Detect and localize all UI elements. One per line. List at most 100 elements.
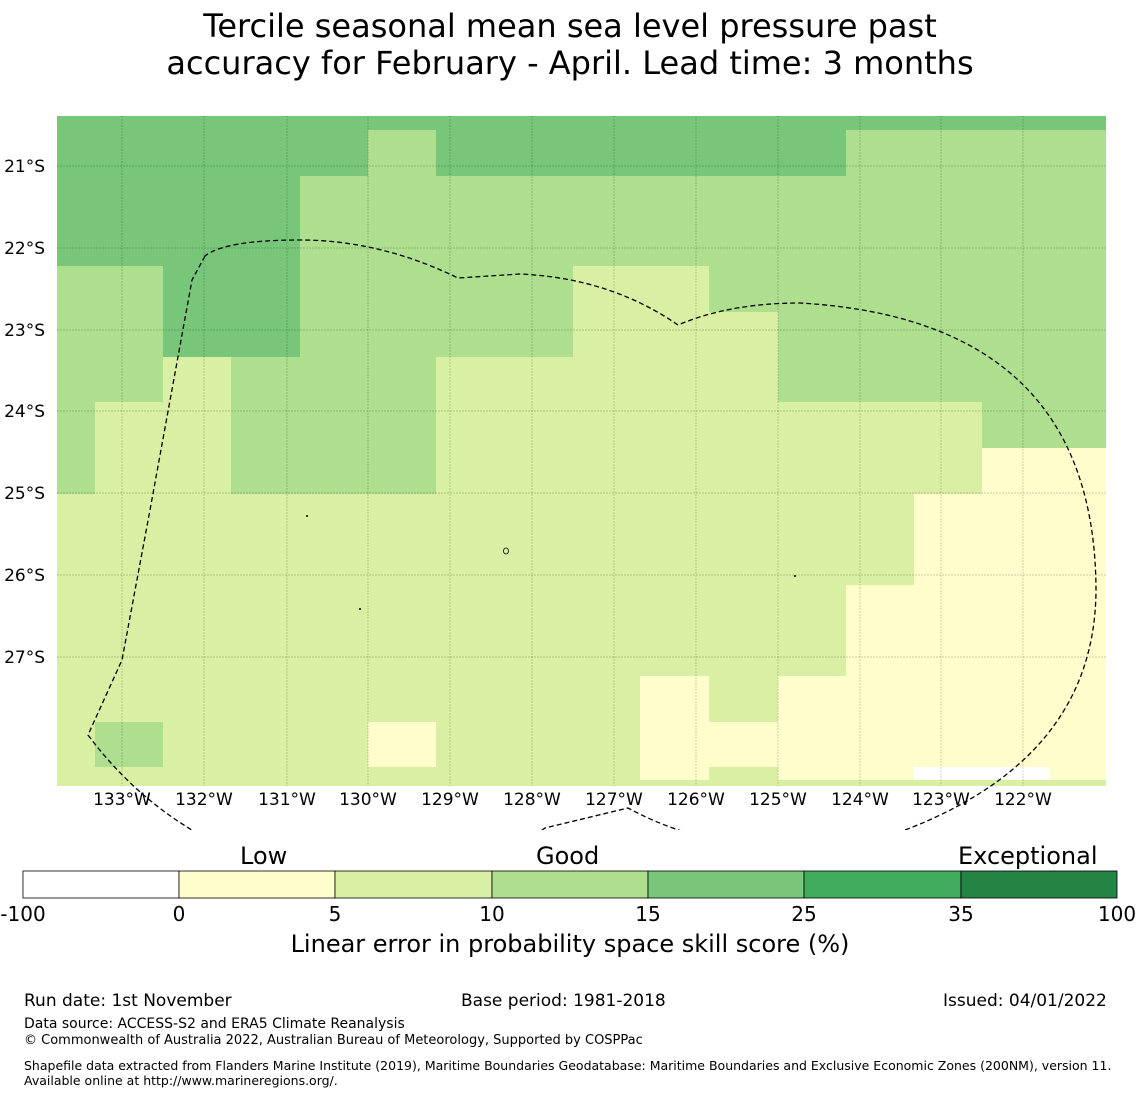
- eez-boundary: [87, 239, 1097, 830]
- skill-cell: [914, 402, 982, 448]
- colorbar-category-exceptional: Exceptional: [958, 842, 1098, 870]
- skill-cell: [914, 767, 1050, 780]
- skill-cell: [573, 266, 709, 357]
- skill-grid-cells: [57, 116, 1106, 786]
- skill-cell: [709, 266, 778, 312]
- skill-cell: [368, 130, 436, 176]
- skill-cell: [57, 494, 914, 585]
- skill-cell: [231, 312, 300, 357]
- skill-cell: [709, 312, 778, 357]
- longitude-label: 126°W: [667, 790, 725, 810]
- skill-cell: [231, 357, 436, 494]
- colorbar-tick: 25: [791, 902, 817, 926]
- colorbar-swatch: [178, 870, 336, 899]
- skill-cell: [95, 722, 163, 767]
- island: [794, 575, 796, 577]
- skill-score-map: 21°S22°S23°S24°S25°S26°S27°S 133°W 132°W 1…: [4, 116, 1106, 830]
- latitude-label: 27°S: [4, 648, 45, 668]
- island: [359, 608, 361, 610]
- skill-cell: [778, 402, 914, 494]
- skill-cell: [914, 540, 982, 585]
- island: [306, 515, 308, 517]
- colorbar-swatch: [22, 870, 180, 899]
- base-period: Base period: 1981-2018: [461, 991, 666, 1011]
- map-gridlines: [57, 116, 1106, 786]
- skill-cell: [436, 130, 778, 176]
- longitude-label: 133°W: [93, 790, 151, 810]
- skill-cell: [982, 402, 1106, 448]
- longitude-label: 128°W: [503, 790, 561, 810]
- title-line-1: Tercile seasonal mean sea level pressure…: [203, 7, 937, 45]
- latitude-labels: 21°S 22°S 23°S 24°S 25°S 26°S 27°S: [4, 157, 45, 668]
- latitude-label: 26°S: [4, 566, 45, 586]
- skill-cell: [914, 357, 1106, 402]
- skill-cell: [982, 494, 1106, 585]
- colorbar-tick: 15: [635, 902, 661, 926]
- colorbar-swatch: [960, 870, 1118, 899]
- skill-cell: [846, 585, 914, 676]
- skill-cell: [914, 494, 982, 540]
- copyright: © Commonwealth of Australia 2022, Austra…: [24, 1033, 643, 1048]
- run-date: Run date: 1st November: [24, 991, 232, 1011]
- longitude-label: 125°W: [749, 790, 807, 810]
- skill-cell: [300, 266, 573, 357]
- longitude-label: 123°W: [912, 790, 970, 810]
- chart-title: Tercile seasonal mean sea level pressure…: [0, 8, 1140, 82]
- colorbar-tick: 0: [172, 902, 186, 926]
- issued-date: Issued: 04/01/2022: [943, 991, 1107, 1011]
- islands: [306, 515, 796, 610]
- longitude-label: 124°W: [831, 790, 889, 810]
- colorbar-swatch: [491, 870, 649, 899]
- skill-cell: [57, 116, 1106, 130]
- skill-cell: [640, 676, 709, 780]
- data-source: Data source: ACCESS-S2 and ERA5 Climate …: [24, 1016, 405, 1032]
- skill-cell: [709, 767, 778, 780]
- skill-cell: [57, 585, 846, 676]
- skill-cell: [436, 357, 778, 494]
- skill-cell: [778, 357, 914, 402]
- skill-cell: [709, 676, 778, 722]
- skill-cell: [163, 266, 300, 312]
- colorbar-swatch: [803, 870, 962, 899]
- island: [503, 547, 509, 555]
- skill-cell: [914, 448, 982, 494]
- title-line-2: accuracy for February - April. Lead time…: [166, 44, 974, 82]
- longitude-label: 129°W: [421, 790, 479, 810]
- longitude-label: 122°W: [994, 790, 1052, 810]
- colorbar-tick: 100: [1097, 902, 1137, 926]
- skill-cell: [163, 312, 231, 357]
- skill-cell: [778, 676, 1106, 780]
- colorbar-tick: 5: [328, 902, 342, 926]
- longitude-label: 127°W: [585, 790, 643, 810]
- colorbar-category-low: Low: [240, 842, 288, 870]
- skill-cell: [778, 220, 846, 266]
- colorbar: [22, 870, 1118, 899]
- colorbar-swatch: [334, 870, 493, 899]
- skill-cell: [436, 176, 778, 266]
- latitude-label: 21°S: [4, 157, 45, 177]
- colorbar-category-good: Good: [536, 842, 600, 870]
- skill-cell: [709, 722, 778, 767]
- skill-cell: [368, 722, 436, 767]
- colorbar-title: Linear error in probability space skill …: [290, 930, 850, 958]
- latitude-label: 25°S: [4, 484, 45, 504]
- longitude-label: 130°W: [339, 790, 397, 810]
- latitude-label: 24°S: [4, 402, 45, 422]
- skill-cell: [95, 402, 231, 494]
- colorbar-tick: -100: [0, 902, 46, 926]
- colorbar-swatch: [647, 870, 805, 899]
- colorbar-tick: 10: [479, 902, 505, 926]
- longitude-label: 131°W: [258, 790, 316, 810]
- colorbar-tick: 35: [948, 902, 974, 926]
- skill-cell: [982, 448, 1106, 494]
- skill-cell: [57, 402, 95, 494]
- skill-cell: [778, 266, 846, 357]
- longitude-label: 132°W: [175, 790, 233, 810]
- skill-cell: [57, 266, 163, 402]
- skill-cell: [1050, 767, 1106, 780]
- shapefile-credit: Shapefile data extracted from Flanders M…: [24, 1058, 1112, 1088]
- longitude-labels: 133°W 132°W 131°W 130°W 129°W 128°W 127°W 126°W…: [93, 790, 1052, 810]
- latitude-label: 22°S: [4, 239, 45, 259]
- skill-cell: [846, 266, 914, 357]
- latitude-label: 23°S: [4, 321, 45, 341]
